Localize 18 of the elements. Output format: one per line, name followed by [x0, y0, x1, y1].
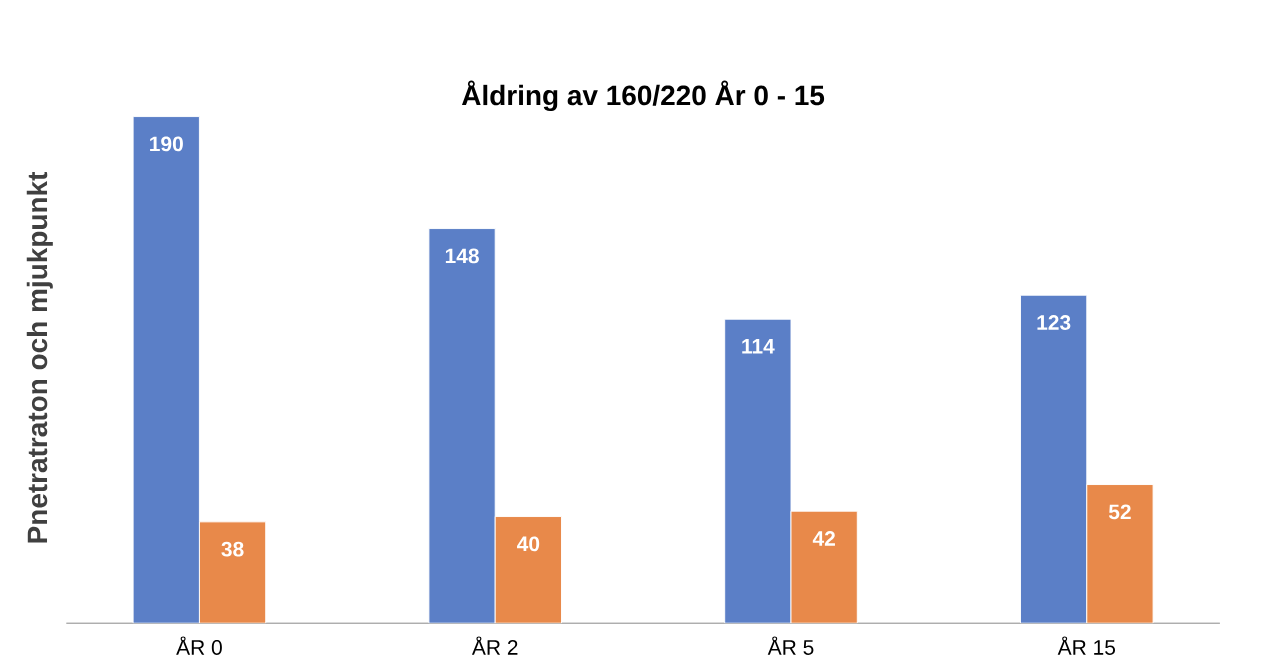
data-label: 190 — [150, 136, 183, 152]
bar — [198, 521, 267, 624]
x-tick-label: ÅR 0 — [176, 636, 222, 655]
data-label: 114 — [742, 339, 775, 354]
data-label: 40 — [517, 536, 540, 552]
data-label: 52 — [1108, 504, 1131, 520]
x-tick-label: ÅR 2 — [471, 636, 518, 655]
data-label: 123 — [1037, 315, 1071, 330]
bar — [1086, 484, 1154, 624]
bar — [494, 516, 562, 624]
data-label: 38 — [221, 541, 244, 557]
x-tick-label: ÅR 5 — [767, 636, 814, 655]
x-tick-label: ÅR 15 — [1057, 636, 1116, 655]
y-axis-title: Pnetratraton och mjukpunkt — [26, 171, 53, 543]
data-label: 148 — [445, 248, 479, 264]
data-label: 42 — [812, 531, 835, 546]
chart-title: Åldring av 160/220 År 0 - 15 — [461, 80, 825, 112]
bar — [790, 510, 858, 624]
